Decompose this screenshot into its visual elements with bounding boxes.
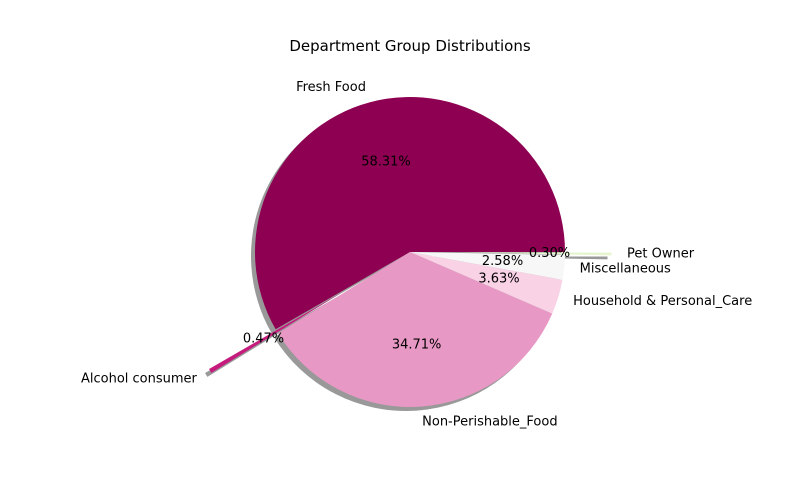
slice-pct-household-personal-care: 3.63% (478, 272, 519, 287)
slice-shadow-alcohol-consumer (205, 295, 340, 377)
slice-miscellaneous[interactable] (410, 252, 565, 280)
chart-title: Department Group Distributions (289, 37, 530, 55)
slice-fresh-food[interactable] (254, 96, 566, 330)
slice-label-non-perishable-food: Non-Perishable_Food (422, 415, 557, 430)
slice-label-alcohol-consumer: Alcohol consumer (81, 371, 198, 386)
slice-pet-owner[interactable] (456, 252, 612, 256)
slice-pct-non-perishable-food: 34.71% (392, 337, 442, 352)
slice-label-household-personal-care: Household & Personal_Care (573, 294, 752, 309)
slice-label-miscellaneous: Miscellaneous (580, 262, 671, 277)
slice-household-personal-care[interactable] (410, 252, 563, 314)
pie-slices (209, 96, 612, 407)
slice-labels: Fresh Food 58.31% Alcohol consumer 0.47% Non… (81, 80, 752, 430)
slice-pct-miscellaneous: 2.58% (482, 254, 523, 269)
slice-pct-fresh-food: 58.31% (361, 155, 411, 170)
slice-alcohol-consumer[interactable] (209, 291, 344, 373)
slice-non-perishable-food[interactable] (277, 252, 553, 407)
slice-label-fresh-food: Fresh Food (296, 80, 366, 95)
slice-label-pet-owner: Pet Owner (627, 247, 695, 262)
slice-pct-alcohol-consumer: 0.47% (243, 332, 284, 347)
slice-pct-pet-owner: 0.30% (529, 246, 570, 261)
